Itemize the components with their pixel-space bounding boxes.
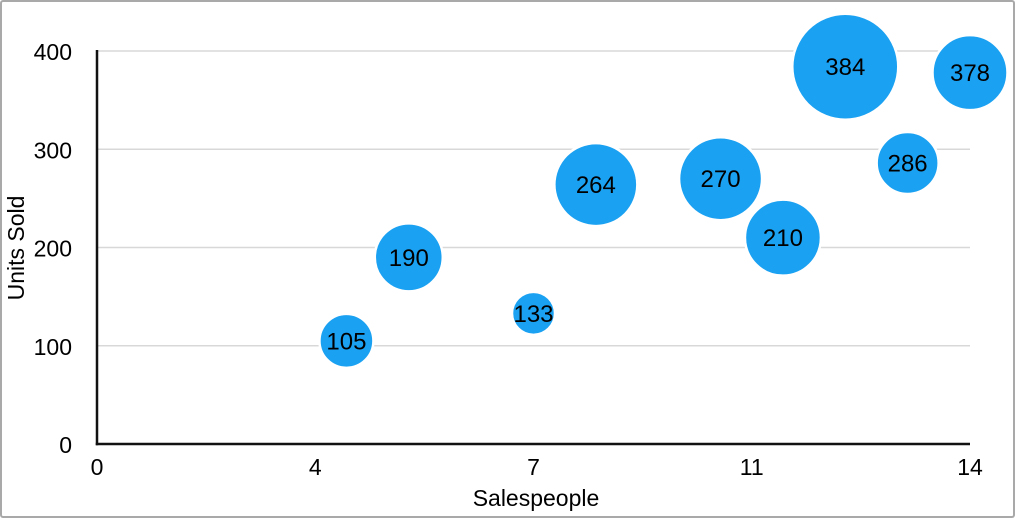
bubble-label-384: 384: [825, 54, 865, 81]
x-axis-title: Salespeople: [473, 485, 600, 511]
bubble-label-133: 133: [513, 301, 553, 328]
bubble-190[interactable]: [373, 222, 445, 293]
axes: [95, 50, 970, 446]
bubble-210[interactable]: [743, 198, 823, 277]
y-axis-tick-labels: 0 100 200 300 400: [34, 39, 72, 458]
bubble-384[interactable]: [791, 12, 900, 121]
y-tick-label-400: 400: [34, 39, 72, 65]
bubble-378[interactable]: [931, 33, 1009, 112]
y-tick-label-0: 0: [59, 432, 72, 458]
bubble-270[interactable]: [677, 135, 764, 222]
y-tick-label-100: 100: [34, 334, 72, 360]
x-tick-label-11: 11: [740, 454, 764, 480]
y-axis-title: Units Sold: [3, 196, 29, 301]
bubble-label-264: 264: [576, 172, 616, 199]
bubble-label-378: 378: [950, 60, 990, 87]
y-tick-label-200: 200: [34, 236, 72, 262]
bubble-105[interactable]: [318, 312, 375, 370]
bubble-133[interactable]: [510, 290, 557, 337]
x-tick-label-4: 4: [309, 454, 322, 480]
bubble-264[interactable]: [553, 141, 639, 228]
bubble-label-270: 270: [701, 166, 741, 193]
x-tick-label-0: 0: [91, 454, 104, 480]
bubble-label-105: 105: [326, 328, 366, 355]
bubble-label-190: 190: [389, 245, 429, 272]
bubble-label-210: 210: [763, 225, 803, 252]
x-axis-tick-labels: 0 4 7 11 14: [91, 454, 983, 480]
y-tick-label-300: 300: [34, 137, 72, 163]
bubble-286[interactable]: [875, 130, 940, 196]
x-tick-label-7: 7: [527, 454, 540, 480]
bubble-series: 105 190 133 264 270 210 384 286 378: [318, 12, 1009, 370]
bubble-label-286: 286: [888, 151, 928, 178]
x-tick-label-14: 14: [957, 454, 983, 480]
